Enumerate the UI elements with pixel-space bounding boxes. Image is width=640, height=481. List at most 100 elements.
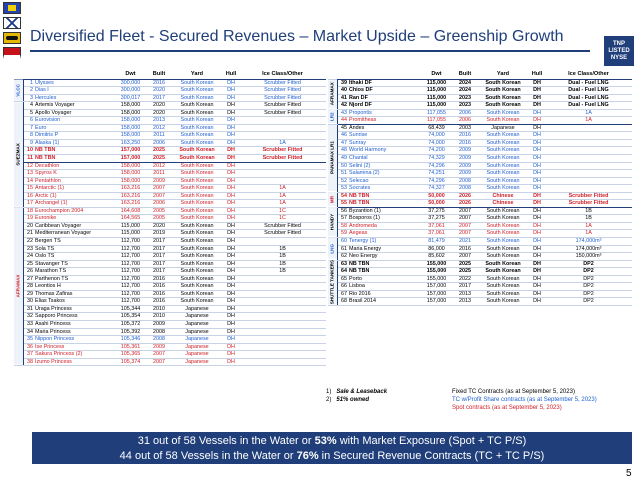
vessel-row: 25 Stavanger TS 112,700 2017 South Korean DH 1… xyxy=(14,260,326,269)
vessel-ice-class: Dual - Fuel LNG xyxy=(545,94,632,103)
vessel-dwt: 112,700 xyxy=(114,260,147,269)
vessel-yard: South Korean xyxy=(477,177,529,186)
vessel-yard: Japanese xyxy=(171,312,223,321)
vessel-row: LR2 43 Propontis 117,055 2006 South Korean DH 1… xyxy=(328,108,632,125)
vessel-ice-class: 150,000m³ xyxy=(545,252,632,261)
vessel-name: Stavanger TS xyxy=(34,260,114,269)
vessel-name: Spyros K xyxy=(34,169,114,178)
vessel-yard: South Korean xyxy=(171,192,223,201)
banner-highlight: 53% xyxy=(314,435,337,447)
vessel-row: 3 Hercules 300,017 2017 South Korean DH Scrubb… xyxy=(14,94,326,103)
vessel-name: Andromeda xyxy=(348,222,420,231)
vessel-row: 51 Salamina (2) 74,251 2009 South Korean DH xyxy=(328,169,632,178)
vessel-ice-class xyxy=(545,162,632,171)
segment-label: PANAMAX LR1 xyxy=(328,124,337,193)
vessel-row: 36 Ise Princess 105,361 2009 Japanese DH xyxy=(14,343,326,352)
vessel-hull: DH xyxy=(223,305,239,314)
vessel-built: 2024 xyxy=(453,86,477,95)
vessel-ice-class xyxy=(239,275,326,284)
vessel-hull: DH xyxy=(529,237,545,246)
vessel-hull: DH xyxy=(529,124,545,133)
vessel-row: 27 Parthenon TS 112,700 2016 South Korean DH xyxy=(14,275,326,284)
vessel-yard: South Korean xyxy=(477,275,529,284)
vessel-hull: DH xyxy=(529,162,545,171)
vessel-hull: DH xyxy=(223,335,239,344)
vessel-number: 41 xyxy=(337,94,348,103)
vessel-ice-class: Scrubber Fitted xyxy=(239,221,326,231)
header-dwt: Dwt xyxy=(114,70,147,80)
vessel-number: 12 xyxy=(23,162,34,171)
vessel-hull: DH xyxy=(529,169,545,178)
vessel-name: Sunray xyxy=(348,139,420,148)
vessel-ice-class xyxy=(239,177,326,186)
banner-line-2: 44 out of 58 Vessels in the Water or 76%… xyxy=(32,449,632,464)
vessel-ice-class: 1A xyxy=(545,229,632,238)
vessel-built: 2013 xyxy=(453,290,477,299)
vessel-dwt: 164,565 xyxy=(114,214,147,223)
vessel-row: 61 Maria Energy 86,000 2016 South Korean DH 17… xyxy=(328,245,632,254)
segment-label: LNG xyxy=(328,237,337,261)
vessel-built: 2009 xyxy=(453,162,477,171)
segment-label: MR xyxy=(328,192,337,208)
vessel-hull: DH xyxy=(223,146,239,155)
vessel-row: LNG 60 Tenergy (1) 81,479 2021 South Korean DH… xyxy=(328,237,632,261)
vessel-row: 22 Bergen TS 112,700 2017 South Korean DH xyxy=(14,237,326,246)
vessel-ice-class xyxy=(239,116,326,125)
vessel-row: 34 Maria Princess 105,392 2008 Japanese DH xyxy=(14,328,326,337)
vessel-number: 20 xyxy=(23,221,34,231)
page-number: 5 xyxy=(626,468,632,479)
vessel-dwt: 50,000 xyxy=(420,191,453,201)
vessel-hull: DH xyxy=(529,222,545,231)
vessel-built: 2020 xyxy=(147,109,171,118)
vessel-hull: DH xyxy=(529,259,545,269)
vessel-ice-class: 1B xyxy=(545,214,632,223)
vessel-row: 66 Lisboa 157,000 2017 South Korean DH DP2 xyxy=(328,282,632,291)
vessel-name: Euronike xyxy=(34,214,114,223)
vessel-built: 2007 xyxy=(147,192,171,201)
vessel-name: Brasil 2014 xyxy=(348,297,420,306)
vessel-number: 66 xyxy=(337,282,348,291)
vessel-built: 2007 xyxy=(453,222,477,231)
vessel-ice-class xyxy=(545,124,632,133)
vessel-row: 32 Sapporo Princess 105,354 2010 Japanese DH xyxy=(14,312,326,321)
vessel-hull: DH xyxy=(223,245,239,254)
vessel-row: 14 Pentathlon 158,000 2009 South Korean DH xyxy=(14,177,326,186)
vessel-name: Chantal xyxy=(348,154,420,163)
vessel-ice-class: 174,000m³ xyxy=(545,237,632,246)
vessel-name: Chios DF xyxy=(348,86,420,95)
vessel-yard: South Korean xyxy=(477,116,529,125)
vessel-row: 7 Euro 158,000 2012 South Korean DH xyxy=(14,124,326,133)
vessel-dwt: 37,061 xyxy=(420,229,453,238)
vessel-number: 19 xyxy=(23,214,34,223)
vessel-row: 31 Uraga Princess 105,344 2010 Japanese DH xyxy=(14,305,326,314)
vessel-name: Maria Energy xyxy=(348,245,420,254)
vessel-dwt: 112,700 xyxy=(114,275,147,284)
vessel-number: 1 xyxy=(23,79,34,88)
vessel-number: 30 xyxy=(23,297,34,306)
vessel-yard: South Korean xyxy=(171,146,223,155)
vessel-built: 2011 xyxy=(147,169,171,178)
vessel-hull: DH xyxy=(529,252,545,261)
vessel-built: 2012 xyxy=(147,162,171,171)
vessel-ice-class xyxy=(545,184,632,193)
vessel-name: Lisboa xyxy=(348,282,420,291)
vessel-row: HANDY 56 Byzantion (1) 37,275 2007 South Kore… xyxy=(328,207,632,238)
vessel-dwt: 74,200 xyxy=(420,146,453,155)
vessel-number: 21 xyxy=(23,229,34,238)
segment-label: SHUTTLE TANKERS xyxy=(328,260,337,306)
vessel-name: Ulysses xyxy=(34,79,114,88)
vessel-built: 2007 xyxy=(453,252,477,261)
vessel-ice-class: 1C xyxy=(239,207,326,216)
vessel-hull: DH xyxy=(529,79,545,88)
vessel-hull: DH xyxy=(529,207,545,216)
vessel-row: 46 Sunrise 74,000 2016 South Korean DH xyxy=(328,131,632,140)
vessel-ice-class xyxy=(239,297,326,306)
vessel-dwt: 74,000 xyxy=(420,139,453,148)
vessel-row: SHUTTLE TANKERS 63 NB TBN 155,000 2025 South … xyxy=(328,259,632,306)
vessel-name: Ithaki DF xyxy=(348,79,420,88)
vessel-dwt: 158,000 xyxy=(114,131,147,140)
vessel-hull: DH xyxy=(529,275,545,284)
vessel-number: 64 xyxy=(337,267,348,276)
vessel-ice-class: 1A xyxy=(239,192,326,201)
vessel-dwt: 81,479 xyxy=(420,237,453,246)
